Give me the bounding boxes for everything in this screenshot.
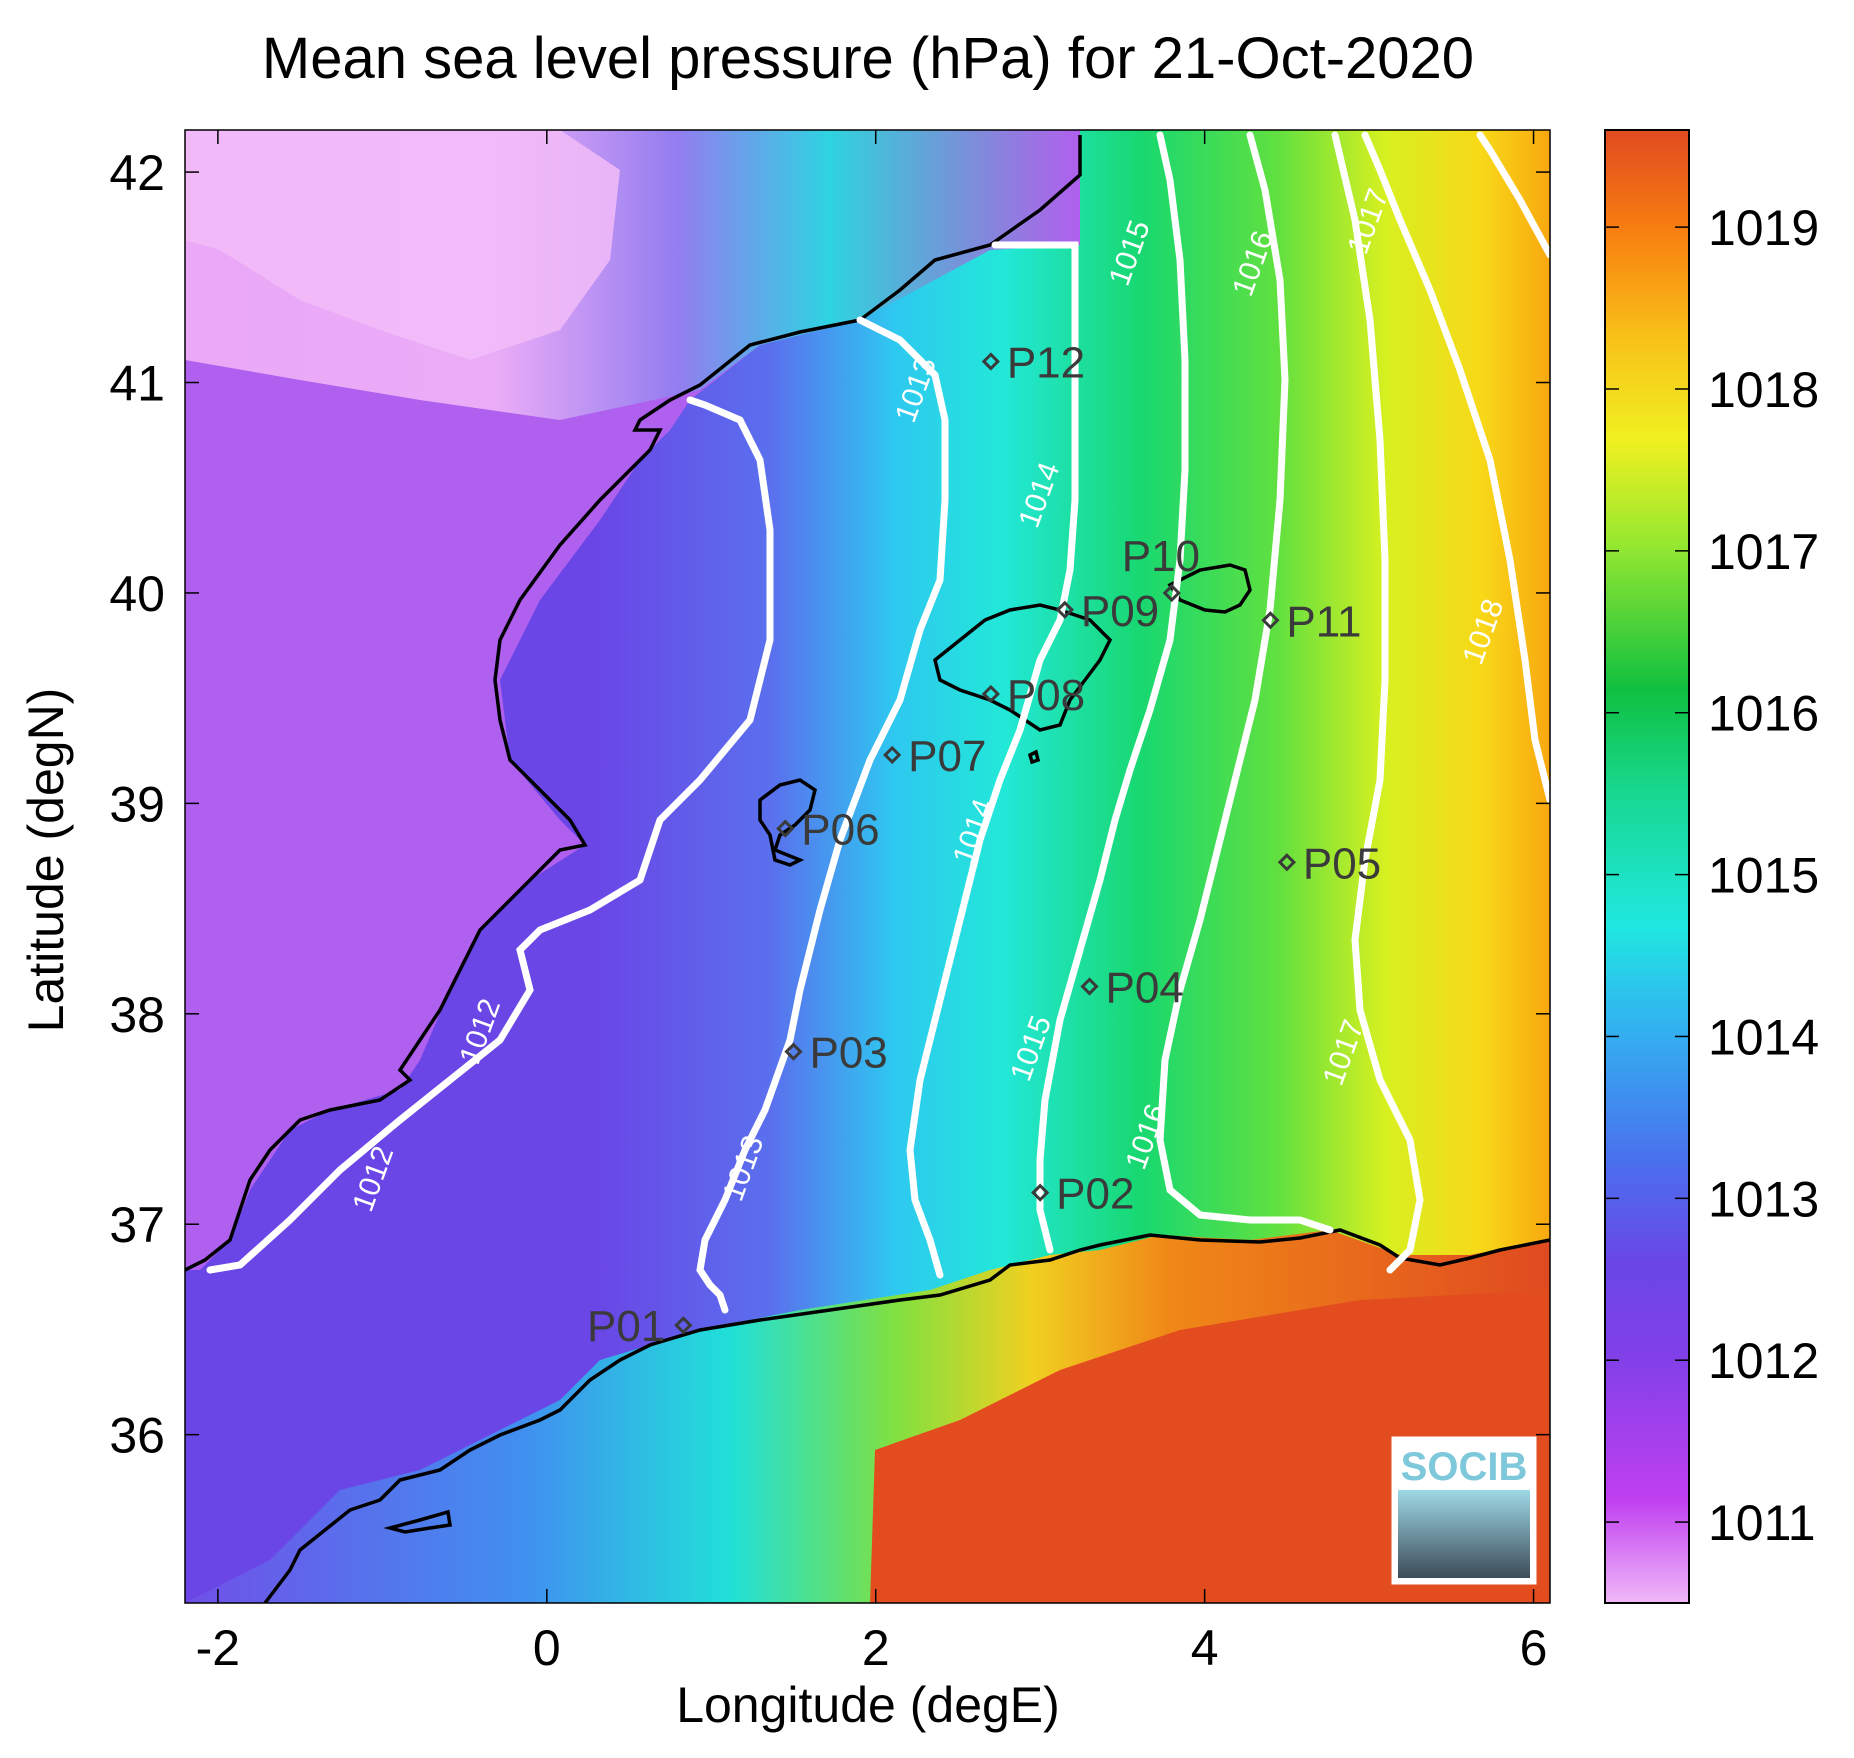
colorbar-tick-label: 1017 [1708,524,1819,580]
station-marker-p08[interactable] [981,684,1000,704]
x-tick-label: 0 [533,1620,561,1676]
station-marker-p05[interactable] [1277,853,1296,872]
isobar-1013 [696,316,949,1314]
cabrera-coastline [1027,749,1041,765]
colorbar-tick-label: 1013 [1708,1171,1819,1227]
isobar-1012 [206,396,774,1274]
x-tick-label: 6 [1520,1620,1548,1676]
colorbar-tick-label: 1011 [1708,1495,1816,1551]
y-axis-label: Latitude (degN) [18,688,74,1033]
socib-logo-wave [1398,1490,1530,1578]
isobars [206,131,1550,1314]
colorbar-tick-label: 1019 [1708,200,1819,256]
station-label-p11: P11 [1286,597,1361,646]
x-axis: -2 0 2 4 6 [196,130,1548,1676]
x-tick-label: -2 [196,1620,240,1676]
colorbar-tick-label: 1014 [1708,1009,1819,1065]
isobar-1015 [1036,131,1189,1254]
y-tick-label: 37 [109,1197,165,1253]
station-markers: P01 P02 P03 P04 P05 P06 P07 P08 P09 P10 P11 P12 [587,338,1381,1351]
station-marker-p03[interactable] [784,1042,803,1061]
station-label-p03: P03 [809,1029,887,1078]
iberia-land-field [185,130,1080,1270]
map-title: Mean sea level pressure (hPa) for 21-Oct… [262,26,1474,91]
y-axis: 36 37 38 39 40 41 42 [109,145,1550,1464]
station-marker-p12[interactable] [981,352,1000,371]
station-marker-p04[interactable] [1080,977,1099,996]
station-marker-p11[interactable] [1261,611,1280,630]
map-plot-area: 1012101210131013101410141015101510161016… [185,130,1550,1603]
pyrenees-highlands [185,130,620,360]
map-frame [184,129,1551,1604]
colorbar-tick-label: 1015 [1708,848,1819,904]
y-tick-label: 36 [109,1408,165,1464]
africa-coastline [263,1228,1550,1603]
station-marker-p09[interactable] [1055,600,1074,619]
isobar-1018 [1361,131,1550,804]
mallorca-coastline [933,603,1113,732]
station-label-p06: P06 [801,806,879,855]
x-tick-label: 4 [1191,1620,1219,1676]
colorbar-tick-label: 1016 [1708,686,1819,742]
colorbar-tick-label: 1012 [1708,1333,1819,1389]
x-tick-label: 2 [862,1620,890,1676]
x-axis-label: Longitude (degE) [676,1677,1060,1733]
y-tick-label: 38 [109,987,165,1043]
colorbar-ticks: 1011 1012 1013 1014 1015 1016 1017 1018 1019 [1605,200,1819,1551]
y-tick-label: 40 [109,566,165,622]
colorbar-tick-label: 1018 [1708,362,1819,418]
socib-logo: SOCIB [1391,1436,1537,1585]
station-marker-p06[interactable] [776,819,795,838]
station-label-p12: P12 [1007,338,1085,387]
menorca-coastline [1167,563,1252,614]
y-tick-label: 41 [109,356,165,412]
station-label-p09: P09 [1081,587,1159,636]
y-tick-label: 42 [109,145,165,201]
station-label-p04: P04 [1106,963,1184,1012]
iberia-coastline [185,135,1082,1272]
station-label-p07: P07 [908,732,986,781]
colorbar: 1011 1012 1013 1014 1015 1016 1017 1018 1019 [1604,129,1819,1604]
station-marker-p10[interactable] [1162,583,1181,603]
isobar-1017 [1331,131,1424,1274]
isobar-1016 [1156,131,1334,1234]
coastlines [185,135,1550,1603]
isobar-1014 [906,241,1079,1279]
station-label-p08: P08 [1007,671,1085,720]
alboran-island-coastline [383,1509,452,1534]
africa-hot-region [870,1290,1550,1603]
station-label-p05: P05 [1303,839,1381,888]
station-marker-p01[interactable] [674,1316,693,1335]
station-marker-p02[interactable] [1031,1183,1050,1202]
station-marker-p07[interactable] [883,745,902,765]
ibiza-coastline [758,778,817,867]
socib-logo-text: SOCIB [1401,1445,1528,1489]
isobar-1019 [1476,131,1550,259]
station-label-p10: P10 [1122,532,1200,581]
y-tick-label: 39 [109,776,165,832]
colorbar-gradient [1604,129,1690,1604]
station-label-p01: P01 [587,1302,665,1351]
station-label-p02: P02 [1056,1170,1134,1219]
